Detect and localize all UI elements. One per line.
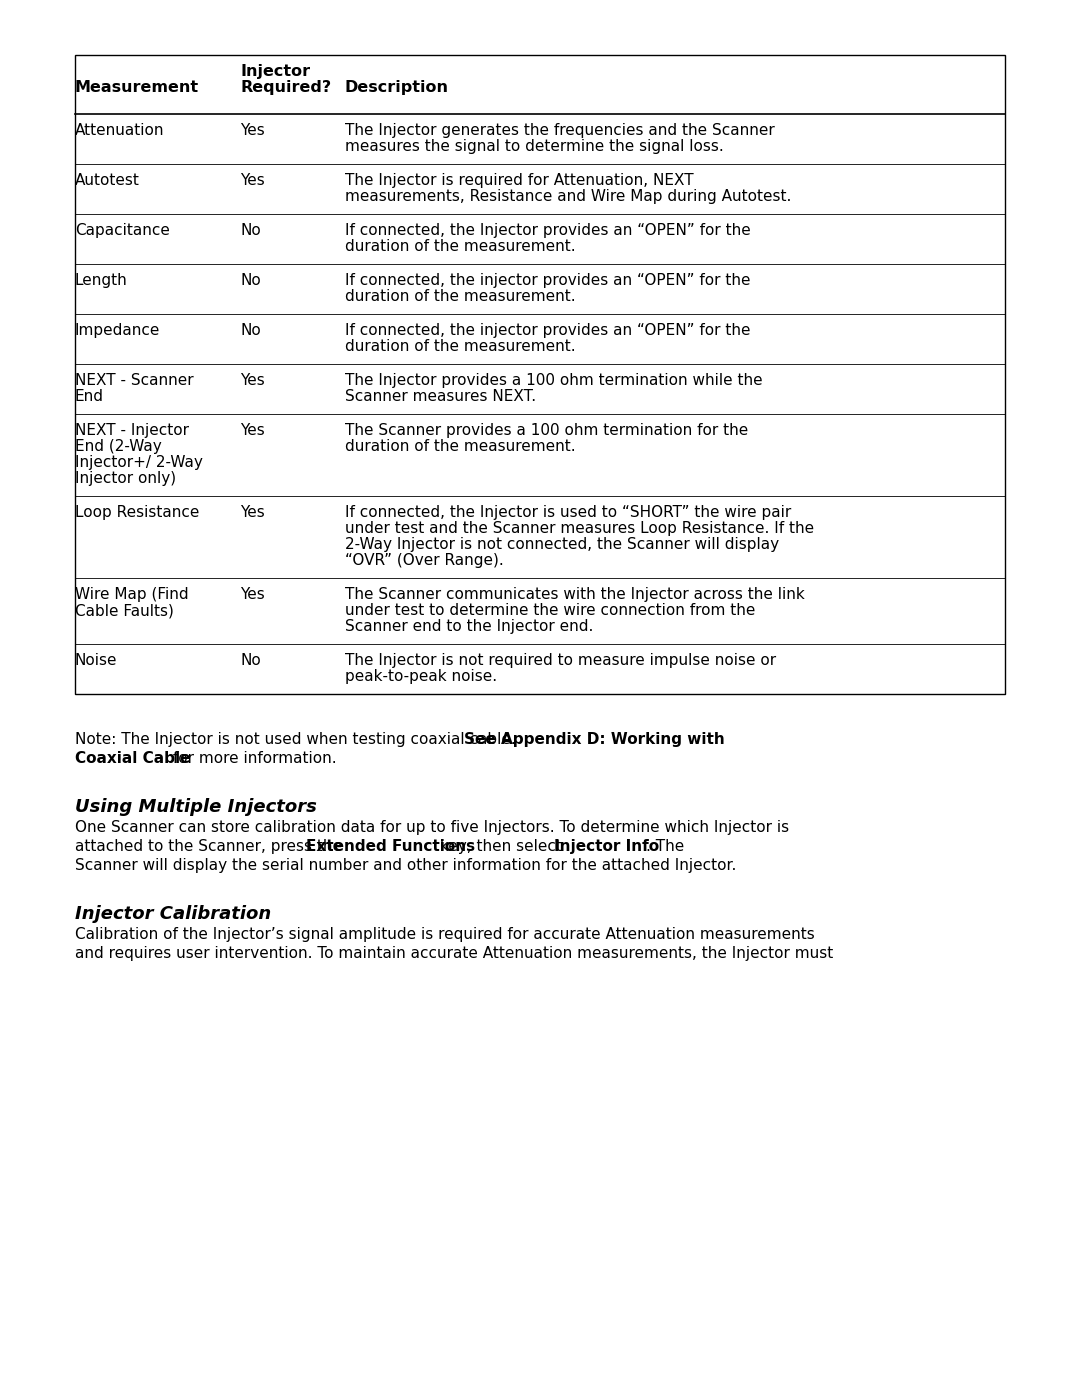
Text: under test and the Scanner measures Loop Resistance. If the: under test and the Scanner measures Loop…	[345, 521, 814, 536]
Text: “OVR” (Over Range).: “OVR” (Over Range).	[345, 553, 503, 569]
Text: duration of the measurement.: duration of the measurement.	[345, 239, 576, 254]
Text: Yes: Yes	[240, 504, 265, 520]
Text: Loop Resistance: Loop Resistance	[75, 504, 200, 520]
Text: Yes: Yes	[240, 423, 265, 439]
Text: No: No	[240, 323, 260, 338]
Text: The Injector is required for Attenuation, NEXT: The Injector is required for Attenuation…	[345, 173, 693, 189]
Text: End (2-Way: End (2-Way	[75, 439, 162, 454]
Text: Extended Functions: Extended Functions	[306, 840, 475, 854]
Text: . The: . The	[647, 840, 685, 854]
Text: measures the signal to determine the signal loss.: measures the signal to determine the sig…	[345, 138, 724, 154]
Text: peak-to-peak noise.: peak-to-peak noise.	[345, 669, 497, 685]
Text: No: No	[240, 652, 260, 668]
Text: Length: Length	[75, 272, 127, 288]
Text: If connected, the Injector provides an “OPEN” for the: If connected, the Injector provides an “…	[345, 224, 751, 237]
Text: measurements, Resistance and Wire Map during Autotest.: measurements, Resistance and Wire Map du…	[345, 189, 792, 204]
Text: duration of the measurement.: duration of the measurement.	[345, 339, 576, 353]
Text: End: End	[75, 388, 104, 404]
Text: NEXT - Scanner: NEXT - Scanner	[75, 373, 193, 388]
Text: attached to the Scanner, press the: attached to the Scanner, press the	[75, 840, 347, 854]
Text: Scanner measures NEXT.: Scanner measures NEXT.	[345, 388, 536, 404]
Text: Injector+/ 2-Way: Injector+/ 2-Way	[75, 455, 203, 469]
Text: Yes: Yes	[240, 587, 265, 602]
Text: If connected, the injector provides an “OPEN” for the: If connected, the injector provides an “…	[345, 323, 751, 338]
Text: for more information.: for more information.	[168, 752, 337, 766]
Bar	[75, 54, 1005, 694]
Text: duration of the measurement.: duration of the measurement.	[345, 439, 576, 454]
Text: The Injector is not required to measure impulse noise or: The Injector is not required to measure …	[345, 652, 777, 668]
Text: If connected, the injector provides an “OPEN” for the: If connected, the injector provides an “…	[345, 272, 751, 288]
Text: Injector Calibration: Injector Calibration	[75, 905, 271, 923]
Text: duration of the measurement.: duration of the measurement.	[345, 289, 576, 305]
Text: The Scanner communicates with the Injector across the link: The Scanner communicates with the Inject…	[345, 587, 805, 602]
Text: Cable Faults): Cable Faults)	[75, 604, 174, 617]
Text: Injector Info: Injector Info	[554, 840, 659, 854]
Text: Yes: Yes	[240, 373, 265, 388]
Text: If connected, the Injector is used to “SHORT” the wire pair: If connected, the Injector is used to “S…	[345, 504, 792, 520]
Text: No: No	[240, 224, 260, 237]
Text: Required?: Required?	[240, 80, 332, 95]
Text: Wire Map (Find: Wire Map (Find	[75, 587, 189, 602]
Text: Injector: Injector	[240, 64, 310, 80]
Text: Injector only): Injector only)	[75, 471, 176, 486]
Text: The Injector provides a 100 ohm termination while the: The Injector provides a 100 ohm terminat…	[345, 373, 762, 388]
Text: One Scanner can store calibration data for up to five Injectors. To determine wh: One Scanner can store calibration data f…	[75, 820, 789, 835]
Text: key, then select: key, then select	[435, 840, 566, 854]
Text: Calibration of the Injector’s signal amplitude is required for accurate Attenuat: Calibration of the Injector’s signal amp…	[75, 928, 814, 942]
Text: Impedance: Impedance	[75, 323, 160, 338]
Text: Yes: Yes	[240, 123, 265, 138]
Text: Attenuation: Attenuation	[75, 123, 164, 138]
Text: Yes: Yes	[240, 173, 265, 189]
Text: See Appendix D: Working with: See Appendix D: Working with	[464, 732, 725, 747]
Text: and requires user intervention. To maintain accurate Attenuation measurements, t: and requires user intervention. To maint…	[75, 946, 834, 961]
Text: Scanner will display the serial number and other information for the attached In: Scanner will display the serial number a…	[75, 858, 737, 873]
Text: Capacitance: Capacitance	[75, 224, 170, 237]
Text: Scanner end to the Injector end.: Scanner end to the Injector end.	[345, 619, 593, 634]
Text: Description: Description	[345, 80, 449, 95]
Text: Coaxial Cable: Coaxial Cable	[75, 752, 190, 766]
Text: 2-Way Injector is not connected, the Scanner will display: 2-Way Injector is not connected, the Sca…	[345, 536, 779, 552]
Text: No: No	[240, 272, 260, 288]
Text: Using Multiple Injectors: Using Multiple Injectors	[75, 798, 316, 816]
Text: Note: The Injector is not used when testing coaxial cable.: Note: The Injector is not used when test…	[75, 732, 521, 747]
Text: under test to determine the wire connection from the: under test to determine the wire connect…	[345, 604, 755, 617]
Text: The Scanner provides a 100 ohm termination for the: The Scanner provides a 100 ohm terminati…	[345, 423, 748, 439]
Text: Noise: Noise	[75, 652, 118, 668]
Text: NEXT - Injector: NEXT - Injector	[75, 423, 189, 439]
Text: Measurement: Measurement	[75, 80, 199, 95]
Text: The Injector generates the frequencies and the Scanner: The Injector generates the frequencies a…	[345, 123, 774, 138]
Text: Autotest: Autotest	[75, 173, 140, 189]
